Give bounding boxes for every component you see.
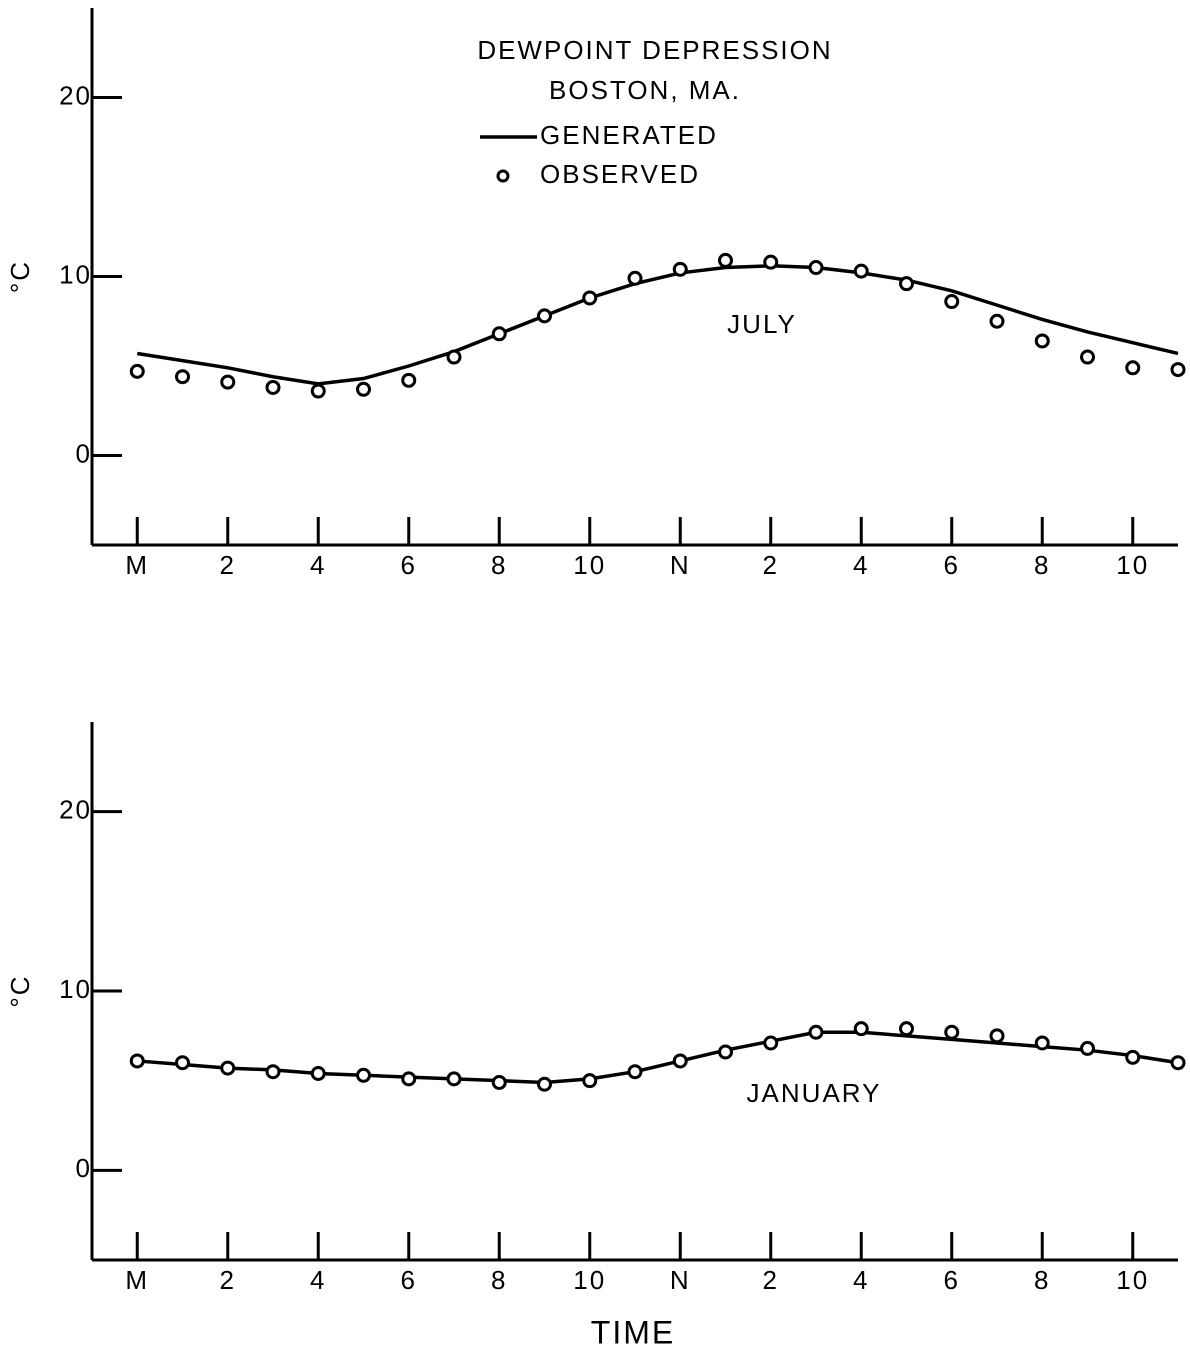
generated-line bbox=[137, 1030, 1179, 1085]
observed-point bbox=[220, 1060, 236, 1076]
observed-point bbox=[672, 261, 688, 277]
observed-point bbox=[310, 1065, 326, 1081]
observed-point bbox=[1125, 1049, 1141, 1065]
observed-point bbox=[220, 374, 236, 390]
x-tick-label: 2 bbox=[220, 1265, 236, 1295]
x-tick-label: N bbox=[670, 550, 691, 580]
observed-point bbox=[1125, 360, 1141, 376]
observed-point bbox=[491, 1074, 507, 1090]
x-tick-label: 4 bbox=[310, 1265, 326, 1295]
x-tick-label: 8 bbox=[491, 1265, 507, 1295]
observed-point bbox=[944, 1024, 960, 1040]
observed-point bbox=[582, 1073, 598, 1089]
observed-point bbox=[763, 254, 779, 270]
x-tick-label: M bbox=[125, 1265, 149, 1295]
observed-point bbox=[265, 1064, 281, 1080]
y-tick-label: 10 bbox=[59, 259, 92, 289]
x-tick-label: M bbox=[125, 550, 149, 580]
x-tick-label: 2 bbox=[763, 550, 779, 580]
y-tick-label: 20 bbox=[59, 80, 92, 110]
x-tick-label: N bbox=[670, 1265, 691, 1295]
observed-point bbox=[401, 1071, 417, 1087]
legend-label: OBSERVED bbox=[540, 159, 700, 189]
legend-label: GENERATED bbox=[540, 120, 718, 150]
x-tick-label: 2 bbox=[220, 550, 236, 580]
observed-point bbox=[356, 381, 371, 397]
observed-point bbox=[265, 379, 281, 395]
x-tick-label: 10 bbox=[1116, 1265, 1149, 1295]
observed-point bbox=[763, 1035, 779, 1051]
panel-label: JANUARY bbox=[747, 1078, 882, 1108]
x-tick-label: 4 bbox=[310, 550, 326, 580]
observed-point bbox=[672, 1053, 688, 1069]
x-tick-label: 6 bbox=[401, 1265, 417, 1295]
x-tick-label: 10 bbox=[1116, 550, 1149, 580]
x-tick-label: 8 bbox=[1034, 1265, 1050, 1295]
observed-point bbox=[491, 326, 507, 342]
panel-label: JULY bbox=[727, 309, 797, 339]
observed-point bbox=[129, 1053, 145, 1069]
observed-point bbox=[899, 276, 914, 292]
observed-point bbox=[1034, 1035, 1050, 1051]
observed-point bbox=[899, 1021, 914, 1037]
observed-point bbox=[989, 1028, 1005, 1044]
x-tick-label: 6 bbox=[401, 550, 417, 580]
observed-point bbox=[1034, 333, 1050, 349]
observed-point bbox=[627, 1064, 643, 1080]
y-tick-label: 10 bbox=[59, 974, 92, 1004]
observed-point bbox=[718, 1044, 733, 1060]
observed-point bbox=[446, 1071, 462, 1087]
observed-point bbox=[1080, 1040, 1095, 1056]
observed-point bbox=[129, 363, 145, 379]
chart-title: DEWPOINT DEPRESSION bbox=[477, 35, 832, 65]
x-tick-label: 2 bbox=[763, 1265, 779, 1295]
generated-line bbox=[136, 264, 1179, 386]
observed-point bbox=[808, 1024, 824, 1040]
observed-point bbox=[537, 308, 552, 324]
x-tick-label: 10 bbox=[573, 550, 606, 580]
observed-point bbox=[1080, 349, 1095, 365]
x-tick-label: 4 bbox=[853, 550, 869, 580]
observed-point bbox=[989, 313, 1005, 329]
y-tick-label: 0 bbox=[76, 1153, 92, 1183]
x-axis-label: TIME bbox=[591, 1314, 675, 1350]
observed-point bbox=[582, 290, 598, 306]
x-tick-label: 10 bbox=[573, 1265, 606, 1295]
observed-point bbox=[310, 383, 326, 399]
observed-point bbox=[1170, 362, 1186, 378]
observed-point bbox=[175, 369, 190, 385]
observed-point bbox=[175, 1055, 190, 1071]
y-axis-label: °C bbox=[5, 974, 35, 1007]
observed-point bbox=[944, 294, 960, 310]
x-tick-label: 8 bbox=[491, 550, 507, 580]
x-tick-label: 4 bbox=[853, 1265, 869, 1295]
observed-point bbox=[808, 260, 824, 276]
observed-point bbox=[1170, 1055, 1186, 1071]
y-axis-label: °C bbox=[5, 260, 35, 293]
observed-point bbox=[401, 372, 417, 388]
observed-point bbox=[718, 252, 733, 268]
legend-swatch bbox=[496, 169, 510, 183]
x-tick-label: 6 bbox=[944, 550, 960, 580]
chart-subtitle: BOSTON, MA. bbox=[549, 75, 741, 105]
y-tick-label: 0 bbox=[76, 438, 92, 468]
observed-point bbox=[853, 263, 869, 279]
observed-point bbox=[356, 1067, 371, 1083]
observed-point bbox=[627, 270, 643, 286]
observed-point bbox=[446, 349, 462, 365]
observed-point bbox=[853, 1021, 869, 1037]
y-tick-label: 20 bbox=[59, 795, 92, 825]
observed-point bbox=[537, 1076, 552, 1092]
x-tick-label: 8 bbox=[1034, 550, 1050, 580]
x-tick-label: 6 bbox=[944, 1265, 960, 1295]
